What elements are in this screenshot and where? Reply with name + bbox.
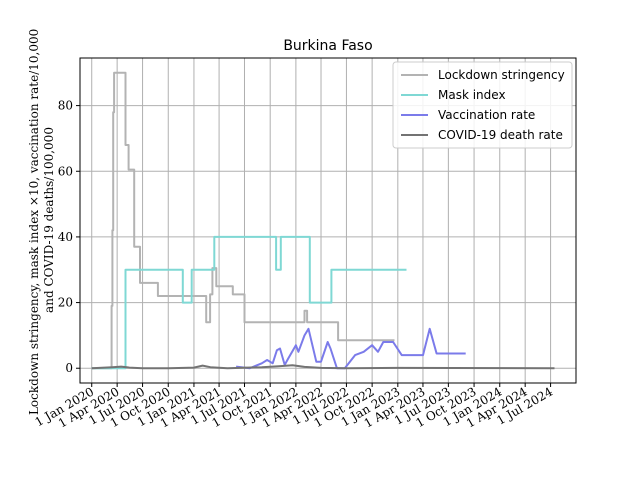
legend-label: Vaccination rate — [438, 108, 535, 122]
series-line-lockdown-stringency — [91, 71, 395, 370]
grid-layer — [80, 58, 576, 383]
y-axis-label-line-1: Lockdown stringency, mask index ×10, vac… — [27, 29, 41, 415]
legend: Lockdown stringency Mask index Vaccination… — [392, 61, 573, 149]
legend-label: Lockdown stringency — [438, 68, 565, 82]
legend-label: Mask index — [438, 88, 506, 102]
chart-title: Burkina Faso — [283, 38, 372, 54]
series-line-vaccination-rate — [235, 327, 466, 370]
y-axis-label-line-2: and COVID-19 deaths/100,000 — [42, 127, 56, 313]
y-tick-label: 0 — [65, 361, 73, 375]
y-tick-label: 80 — [58, 99, 73, 113]
series-line-mask-index — [91, 235, 407, 370]
series-layer — [91, 71, 555, 370]
y-axis-label: Lockdown stringency, mask index ×10, vac… — [27, 25, 56, 415]
legend-label: COVID-19 death rate — [438, 128, 563, 142]
y-tick-label: 40 — [58, 230, 73, 244]
y-tick-label: 20 — [58, 296, 73, 310]
plot-area-border — [79, 57, 577, 384]
legend-box — [392, 61, 573, 149]
series-line-covid-19-death-rate — [91, 364, 555, 370]
y-tick-label: 60 — [58, 164, 73, 178]
